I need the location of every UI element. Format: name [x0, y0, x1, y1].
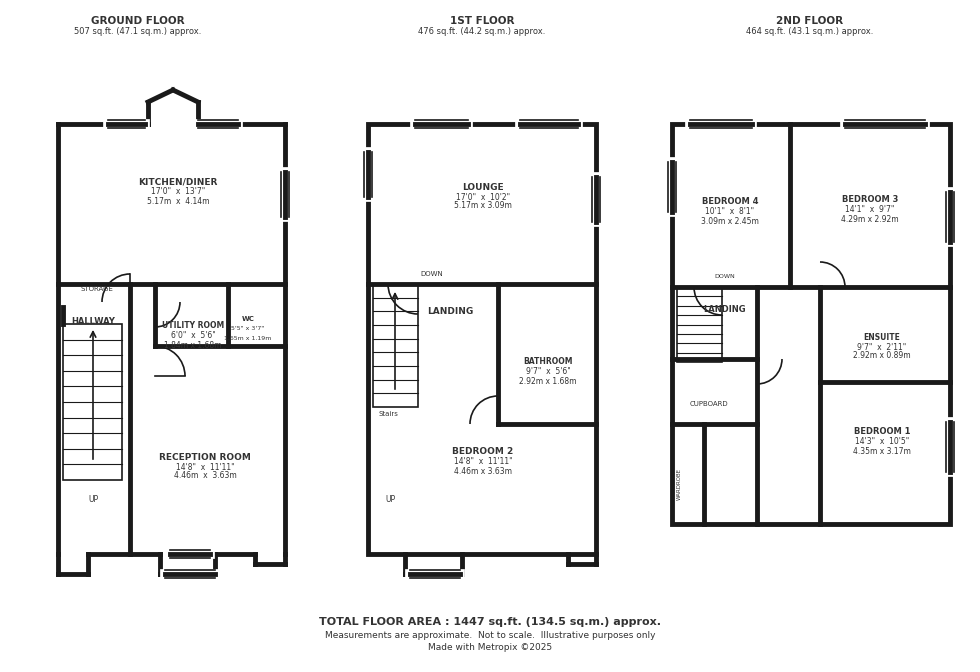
- Text: 9'7"  x  2'11": 9'7" x 2'11": [858, 343, 906, 351]
- Text: TOTAL FLOOR AREA : 1447 sq.ft. (134.5 sq.m.) approx.: TOTAL FLOOR AREA : 1447 sq.ft. (134.5 sq…: [319, 617, 661, 627]
- Text: 2ND FLOOR: 2ND FLOOR: [776, 16, 844, 26]
- Text: CUPBOARD: CUPBOARD: [690, 401, 728, 407]
- Text: 14'1"  x  9'7": 14'1" x 9'7": [846, 206, 895, 214]
- Text: 9'7"  x  5'6": 9'7" x 5'6": [525, 368, 570, 376]
- Text: 14'8"  x  11'11": 14'8" x 11'11": [454, 458, 513, 466]
- Text: BEDROOM 4: BEDROOM 4: [702, 198, 759, 206]
- Text: 4.29m x 2.92m: 4.29m x 2.92m: [841, 214, 899, 224]
- Text: WC: WC: [241, 316, 255, 322]
- Bar: [368, 124, 596, 554]
- Text: ENSUITE: ENSUITE: [863, 333, 901, 341]
- Text: BEDROOM 2: BEDROOM 2: [453, 448, 514, 456]
- Text: Made with Metropix ©2025: Made with Metropix ©2025: [428, 644, 552, 653]
- Text: UP: UP: [385, 495, 395, 505]
- Text: DOWN: DOWN: [714, 274, 735, 280]
- Text: Measurements are approximate.  Not to scale.  Illustrative purposes only: Measurements are approximate. Not to sca…: [324, 632, 656, 640]
- Text: 6'0"  x  5'6": 6'0" x 5'6": [171, 331, 216, 341]
- Text: 4.46m  x  3.63m: 4.46m x 3.63m: [173, 472, 236, 480]
- Text: 4.35m x 3.17m: 4.35m x 3.17m: [853, 446, 911, 456]
- Text: 1.65m x 1.19m: 1.65m x 1.19m: [224, 335, 271, 341]
- Text: 476 sq.ft. (44.2 sq.m.) approx.: 476 sq.ft. (44.2 sq.m.) approx.: [418, 26, 546, 36]
- Text: 5.17m x 3.09m: 5.17m x 3.09m: [454, 202, 512, 210]
- Text: HALLWAY: HALLWAY: [72, 317, 115, 327]
- Text: 464 sq.ft. (43.1 sq.m.) approx.: 464 sq.ft. (43.1 sq.m.) approx.: [747, 26, 874, 36]
- Text: LANDING: LANDING: [704, 306, 747, 314]
- Text: LANDING: LANDING: [427, 308, 473, 317]
- Text: WARDROBE: WARDROBE: [676, 468, 681, 500]
- Text: 2.92m x 1.68m: 2.92m x 1.68m: [519, 376, 577, 386]
- Text: GROUND FLOOR: GROUND FLOOR: [91, 16, 185, 26]
- Text: UTILITY ROOM: UTILITY ROOM: [162, 321, 224, 331]
- Text: 14'3"  x  10'5": 14'3" x 10'5": [855, 437, 909, 446]
- Text: 507 sq.ft. (47.1 sq.m.) approx.: 507 sq.ft. (47.1 sq.m.) approx.: [74, 26, 202, 36]
- Bar: [677, 287, 722, 362]
- Text: 5.17m  x  4.14m: 5.17m x 4.14m: [147, 196, 210, 206]
- Text: UP: UP: [88, 495, 98, 505]
- Bar: [373, 284, 418, 407]
- Text: 2.92m x 0.89m: 2.92m x 0.89m: [854, 351, 910, 360]
- Text: 1ST FLOOR: 1ST FLOOR: [450, 16, 514, 26]
- Text: 14'8"  x  11'11": 14'8" x 11'11": [175, 462, 234, 472]
- Text: BEDROOM 1: BEDROOM 1: [854, 427, 910, 437]
- Text: STORAGE: STORAGE: [80, 286, 113, 292]
- Text: 10'1"  x  8'1": 10'1" x 8'1": [706, 208, 755, 216]
- Text: 1.84m x 1.68m: 1.84m x 1.68m: [165, 341, 221, 349]
- Bar: [672, 124, 950, 524]
- Text: 17'0"  x  13'7": 17'0" x 13'7": [151, 187, 205, 196]
- Text: Stairs: Stairs: [378, 411, 398, 417]
- Text: KITCHEN/DINER: KITCHEN/DINER: [138, 177, 218, 187]
- Text: 5'5" x 3'7": 5'5" x 3'7": [231, 327, 265, 331]
- Text: 4.46m x 3.63m: 4.46m x 3.63m: [454, 466, 512, 476]
- Text: BEDROOM 3: BEDROOM 3: [842, 196, 899, 204]
- Text: 3.09m x 2.45m: 3.09m x 2.45m: [701, 216, 759, 226]
- Text: RECEPTION ROOM: RECEPTION ROOM: [159, 452, 251, 462]
- Text: 17'0"  x  10'2": 17'0" x 10'2": [456, 192, 510, 202]
- Text: BATHROOM: BATHROOM: [523, 358, 572, 366]
- Text: DOWN: DOWN: [420, 271, 443, 277]
- Text: LOUNGE: LOUNGE: [463, 183, 504, 192]
- Bar: [63, 324, 122, 480]
